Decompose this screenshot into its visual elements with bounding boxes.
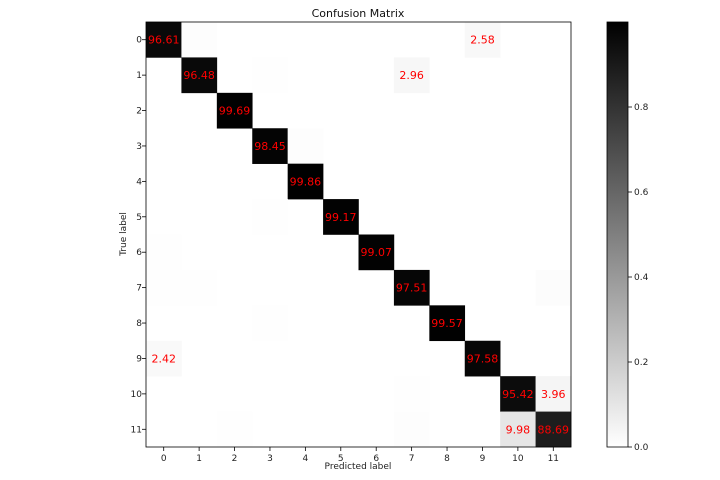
heatmap-cell: [323, 199, 359, 235]
heatmap-cell: [500, 411, 536, 448]
cell-value-label: 88.69: [538, 423, 570, 436]
heatmap-cell: [216, 411, 253, 448]
cell-value-label: 9.98: [506, 423, 531, 436]
x-tick-label: 3: [267, 454, 273, 464]
heatmap-cell: [181, 57, 218, 94]
heatmap-cell: [146, 269, 182, 306]
heatmap-cell: [252, 305, 288, 342]
colorbar: 0.0 0.2 0.4 0.6 0.8: [606, 21, 649, 453]
cell-value-label: 98.45: [254, 140, 286, 153]
x-axis-ticks: 0 1 2 3 4 5 6 7 8 9 10 11: [161, 447, 559, 464]
heatmap-cell: [535, 269, 572, 306]
cell-value-label: 2.96: [399, 69, 424, 82]
heatmap-cell: [181, 269, 218, 306]
colorbar-ticks: 0.0 0.2 0.4 0.6 0.8: [628, 103, 649, 453]
heatmap-cell: [535, 376, 572, 412]
cell-value-label: 95.42: [502, 388, 534, 401]
y-tick-label: 10: [131, 390, 143, 400]
heatmap-cell: [252, 128, 288, 164]
heatmap-cell: [393, 269, 430, 306]
heatmap-cell-labels: 96.61 2.58 96.48 2.96 99.69 98.45 99.86 99.17 99…: [148, 34, 569, 437]
y-tick-label: 1: [136, 71, 142, 81]
y-tick-label: 2: [136, 107, 142, 117]
cell-value-label: 99.57: [431, 317, 463, 330]
y-tick-label: 11: [131, 425, 142, 435]
x-tick-label: 1: [196, 454, 202, 464]
cell-value-label: 99.07: [360, 246, 392, 259]
colorbar-tick-label: 0.6: [634, 188, 649, 198]
cell-value-label: 96.48: [183, 69, 215, 82]
heatmap-cell: [464, 22, 501, 58]
cell-value-label: 99.86: [290, 175, 322, 188]
colorbar-tick-label: 0.4: [634, 273, 649, 283]
heatmap-cell: [464, 340, 501, 377]
heatmap-cell: [393, 411, 430, 448]
y-tick-label: 9: [136, 354, 142, 364]
cell-value-label: 2.58: [470, 34, 495, 47]
y-tick-label: 8: [136, 319, 142, 329]
heatmap-cell: [500, 376, 536, 412]
y-tick-label: 7: [136, 284, 142, 294]
heatmap-cell: [146, 22, 182, 58]
x-tick-label: 8: [444, 454, 450, 464]
x-tick-label: 0: [161, 454, 167, 464]
heatmap-cell: [146, 340, 182, 377]
heatmap-cell: [287, 128, 324, 164]
colorbar-gradient: [606, 21, 629, 448]
heatmap-cell: [181, 22, 218, 58]
colorbar-tick-label: 0.0: [634, 443, 649, 453]
heatmap-cell: [393, 57, 430, 94]
y-axis-label: True label: [119, 212, 129, 257]
chart-title: Confusion Matrix: [312, 7, 405, 20]
heatmap-cell: [252, 57, 288, 94]
colorbar-tick-label: 0.2: [634, 358, 648, 368]
y-tick-label: 5: [136, 213, 142, 223]
heatmap-cell: [146, 234, 182, 271]
x-tick-label: 6: [373, 454, 379, 464]
heatmap-cell: [393, 376, 430, 412]
cell-value-label: 97.58: [467, 352, 499, 365]
x-tick-label: 9: [480, 454, 486, 464]
cell-value-label: 2.42: [151, 352, 176, 365]
y-tick-label: 3: [136, 142, 142, 152]
heatmap-area: 96.61 2.58 96.48 2.96 99.69 98.45 99.86 99.17 99…: [145, 21, 572, 448]
heatmap-cell: [535, 411, 572, 448]
heatmap-cell: [252, 199, 288, 235]
y-tick-label: 4: [136, 177, 142, 187]
heatmap-cell: [358, 234, 395, 271]
cell-value-label: 3.96: [541, 388, 566, 401]
colorbar-tick-label: 0.8: [634, 103, 649, 113]
x-tick-label: 11: [548, 454, 559, 464]
x-tick-label: 7: [409, 454, 415, 464]
y-tick-label: 6: [136, 248, 142, 258]
heatmap-cell: [429, 305, 466, 342]
cell-value-label: 97.51: [396, 282, 428, 295]
y-axis-ticks: 0 1 2 3 4 5 6 7 8 9 10 11: [131, 36, 146, 435]
x-tick-label: 5: [338, 454, 344, 464]
heatmap-cell: [216, 92, 253, 129]
heatmap-cell: [287, 163, 324, 200]
x-tick-label: 4: [303, 454, 309, 464]
x-tick-label: 10: [512, 454, 524, 464]
x-axis-label: Predicted label: [325, 462, 392, 472]
y-tick-label: 0: [136, 36, 142, 46]
heatmap-frame: [145, 21, 572, 448]
cell-value-label: 99.69: [219, 105, 251, 118]
cell-value-label: 96.61: [148, 34, 180, 47]
x-tick-label: 2: [232, 454, 238, 464]
heatmap-cells: [146, 22, 572, 448]
cell-value-label: 99.17: [325, 211, 357, 224]
